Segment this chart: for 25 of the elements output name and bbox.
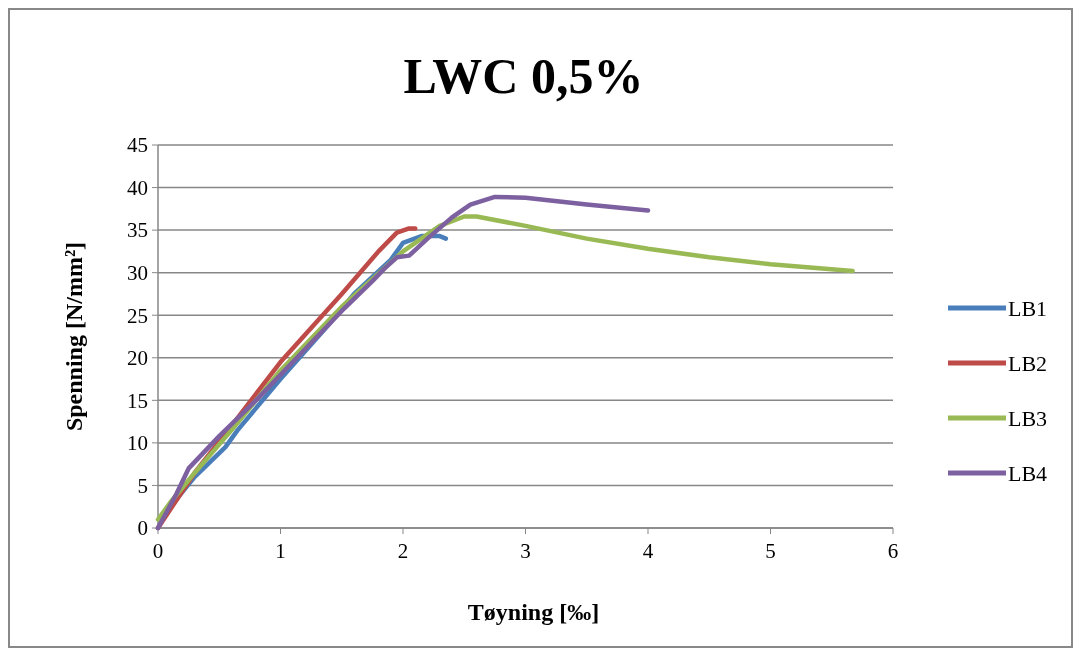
legend-label: LB2 xyxy=(1008,350,1048,376)
y-tick-label: 5 xyxy=(137,473,148,498)
y-tick-label: 10 xyxy=(127,431,148,456)
chart-title: LWC 0,5% xyxy=(403,48,644,104)
y-tick-label: 30 xyxy=(127,261,148,286)
x-axis-title: Tøyning [‰] xyxy=(467,599,600,625)
legend-label: LB3 xyxy=(1008,405,1048,431)
x-tick-label: 4 xyxy=(642,539,654,563)
x-tick-label: 0 xyxy=(152,539,164,563)
legend-label: LB1 xyxy=(1008,295,1048,321)
x-tick-label: 6 xyxy=(887,539,899,563)
legend-label: LB4 xyxy=(1008,460,1048,486)
y-tick-label: 15 xyxy=(127,388,148,413)
y-tick-label: 40 xyxy=(127,175,148,200)
line-series xyxy=(155,194,651,531)
x-tick-label: 1 xyxy=(275,539,286,563)
x-tick-label: 3 xyxy=(520,539,531,563)
y-axis-title: Spenning [N/mm²] xyxy=(61,241,87,432)
y-tick-label: 25 xyxy=(127,303,148,328)
y-tick-label: 35 xyxy=(127,218,148,243)
x-tick-label: 2 xyxy=(397,539,409,563)
y-tick-label: 45 xyxy=(127,133,148,158)
y-tick-label: 20 xyxy=(127,346,148,371)
x-tick-label: 5 xyxy=(765,539,776,563)
y-tick-label: 0 xyxy=(137,516,148,541)
